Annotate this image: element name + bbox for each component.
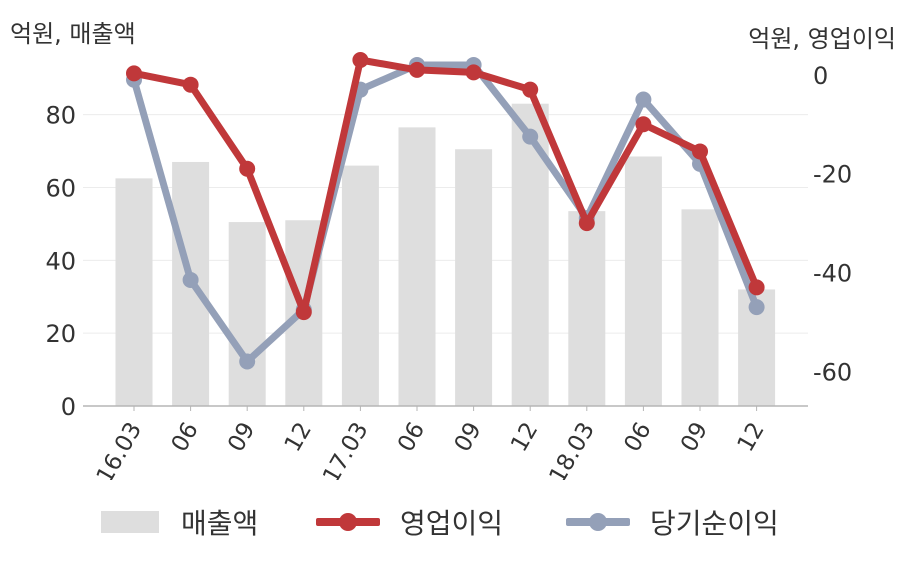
x-tick-label: 09 <box>450 418 487 456</box>
legend-item-net-income: 당기순이익 <box>566 500 779 544</box>
legend-label-net-income: 당기순이익 <box>650 507 779 540</box>
operating-profit-point <box>182 76 199 93</box>
x-tick-label: 06 <box>393 418 430 456</box>
operating-profit-point <box>239 160 256 177</box>
x-tick-label: 12 <box>733 418 770 456</box>
net-income-point <box>635 91 652 108</box>
operating-profit-point <box>295 304 312 321</box>
legend-item-revenue: 매출액 <box>101 500 258 544</box>
revenue-bar <box>228 222 266 406</box>
right-tick-label: -20 <box>813 161 852 189</box>
operating-profit-point <box>578 215 595 232</box>
legend-item-operating-profit: 영업이익 <box>316 500 503 544</box>
left-tick-label: 0 <box>61 393 76 421</box>
operating-profit-point <box>409 61 425 78</box>
revenue-bar <box>455 149 493 407</box>
net-income-point <box>182 271 199 288</box>
operating-profit-point <box>748 279 765 296</box>
legend: 매출액 영업이익 당기순이익 <box>0 500 908 544</box>
revenue-bar <box>568 211 606 406</box>
x-tick-label: 06 <box>619 418 656 456</box>
revenue-bars <box>115 103 776 407</box>
right-tick-label: -40 <box>813 260 852 288</box>
revenue-bar <box>624 156 662 406</box>
revenue-bar <box>341 165 379 406</box>
operating-profit-point <box>352 52 369 68</box>
operating-profit-series <box>126 52 765 321</box>
x-tick-label: 09 <box>223 418 260 456</box>
net-income-point <box>748 299 765 316</box>
revenue-bar <box>398 127 436 407</box>
net-income-point <box>239 353 256 370</box>
x-tick-label: 12 <box>280 418 317 456</box>
operating-profit-point <box>635 116 652 133</box>
x-tick-label: 09 <box>676 418 713 456</box>
revenue-bar <box>511 103 549 406</box>
right-tick-label: -60 <box>813 358 852 386</box>
x-tick-label: 06 <box>167 418 204 456</box>
right-axis-unit-label: 억원, 영업이익 <box>748 25 896 53</box>
profit-lines <box>126 52 765 370</box>
operating-profit-point <box>465 64 482 81</box>
left-tick-label: 80 <box>45 102 76 130</box>
x-tick-label: 16.03 <box>92 418 147 480</box>
net-income-series <box>126 56 765 370</box>
operating-profit-line <box>130 56 761 316</box>
operating-profit-point <box>126 65 142 82</box>
left-axis-unit-label: 억원, 매출액 <box>10 20 136 48</box>
operating-profit-swatch <box>316 511 380 533</box>
operating-profit-point <box>522 81 539 98</box>
legend-label-operating-profit: 영업이익 <box>400 507 504 540</box>
x-axis-ticks: 16.03 06 09 12 17.03 06 09 12 18.03 06 09 12 <box>92 406 770 480</box>
x-tick-label: 18.03 <box>545 418 600 480</box>
right-axis-ticks: 0 -20 -40 -60 <box>813 62 852 387</box>
operating-profit-point <box>692 143 708 160</box>
revenue-swatch <box>101 511 159 533</box>
left-tick-label: 20 <box>45 320 76 348</box>
left-axis-ticks: 0 20 40 60 80 <box>45 102 76 421</box>
left-tick-label: 40 <box>45 247 76 275</box>
revenue-bar <box>115 178 153 406</box>
legend-label-revenue: 매출액 <box>181 507 259 540</box>
left-tick-label: 60 <box>45 174 76 202</box>
net-income-swatch <box>566 511 630 533</box>
right-tick-label: 0 <box>813 62 828 90</box>
x-tick-label: 17.03 <box>318 418 373 480</box>
x-tick-label: 12 <box>506 418 543 456</box>
revenue-bar <box>681 209 719 406</box>
net-income-point <box>522 128 539 145</box>
net-income-line <box>130 61 761 366</box>
